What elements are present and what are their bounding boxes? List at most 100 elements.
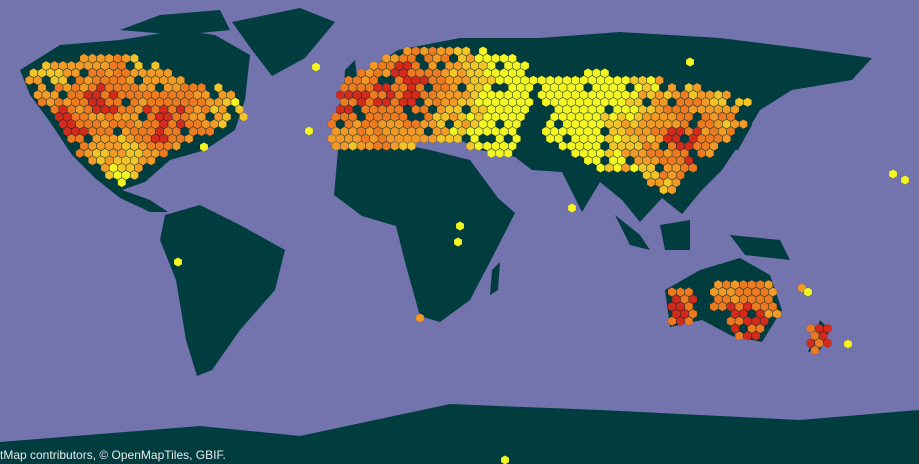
hexbin[interactable] [592,141,601,151]
hexbin[interactable] [697,89,706,100]
hexbin[interactable] [503,104,513,115]
hexbin[interactable] [634,82,643,93]
hexbin[interactable] [130,97,139,108]
hexbin[interactable] [104,141,114,151]
hexbin[interactable] [692,126,702,137]
hexbin[interactable] [356,97,366,108]
hexbin[interactable] [768,301,778,312]
hexbin[interactable] [121,68,131,78]
hexbin[interactable] [814,338,824,349]
hexbin[interactable] [176,133,185,144]
hexbin[interactable] [180,82,190,93]
hexbin[interactable] [54,97,64,108]
hexbin[interactable] [646,89,656,100]
hexbin[interactable] [709,287,719,297]
hexbin[interactable] [646,75,656,86]
hexbin[interactable] [407,53,416,64]
hexbin[interactable] [613,148,622,159]
hexbin[interactable] [684,316,694,327]
hexbin[interactable] [621,148,631,159]
hexbin[interactable] [571,133,580,144]
hexbin[interactable] [365,68,374,78]
hexbin[interactable] [352,119,362,130]
hexbin[interactable] [197,126,206,137]
hexbin[interactable] [424,97,433,108]
hexbin[interactable] [676,111,685,122]
hexbin[interactable] [617,155,626,166]
hexbin[interactable] [104,53,114,64]
hexbin[interactable] [193,104,202,115]
hexbin[interactable] [394,133,404,144]
hexbin[interactable] [478,75,488,86]
hexbin[interactable] [726,287,736,297]
hexbin[interactable] [71,97,80,108]
hexbin[interactable] [646,148,656,159]
hexbin[interactable] [638,148,647,159]
hexbin[interactable] [239,111,248,122]
hexbin[interactable] [487,119,496,130]
hexbin[interactable] [482,82,492,93]
hexbin[interactable] [499,111,509,122]
hexbin[interactable] [419,119,429,130]
hexbin[interactable] [676,287,685,297]
hexbin[interactable] [377,60,387,71]
hexbin[interactable] [176,89,185,100]
hexbin[interactable] [900,175,910,185]
hexbin[interactable] [663,148,673,159]
hexbin[interactable] [676,126,685,137]
hexbin[interactable] [743,97,752,108]
hexbin[interactable] [113,53,122,64]
hexbin[interactable] [411,104,421,115]
hexbin[interactable] [520,75,530,86]
hexbin[interactable] [482,97,492,108]
hexbin[interactable] [172,82,181,93]
hexbin[interactable] [155,68,164,78]
hexbin[interactable] [764,294,773,305]
hexbin[interactable] [142,148,152,159]
hexbin[interactable] [629,162,639,173]
hexbin[interactable] [146,141,156,151]
hexbin[interactable] [638,89,647,100]
hexbin[interactable] [88,53,97,64]
hexbin[interactable] [629,75,639,86]
hexbin[interactable] [424,111,433,122]
hexbin[interactable] [382,126,391,137]
hexbin[interactable] [398,141,408,151]
hexbin[interactable] [823,323,832,334]
hexbin[interactable] [583,111,593,122]
hexbin[interactable] [461,46,471,57]
hexbin[interactable] [109,133,118,144]
hexbin[interactable] [419,46,429,57]
hexbin[interactable] [62,111,72,122]
hexbin[interactable] [453,60,463,71]
hexbin[interactable] [659,126,668,137]
hexbin[interactable] [575,126,584,137]
hexbin[interactable] [575,97,584,108]
hexbin[interactable] [701,111,710,122]
hexbin[interactable] [83,75,93,86]
hexbin[interactable] [134,119,143,130]
hexbin[interactable] [592,111,601,122]
hexbin[interactable] [613,162,622,173]
hexbin[interactable] [117,133,127,144]
hexbin[interactable] [491,141,500,151]
hexbin[interactable] [466,82,475,93]
hexbin[interactable] [146,82,156,93]
hexbin[interactable] [803,287,813,297]
hexbin[interactable] [348,97,358,108]
hexbin[interactable] [226,89,236,100]
hexbin[interactable] [390,53,400,64]
hexbin[interactable] [470,89,479,100]
hexbin[interactable] [75,60,85,71]
hexbin[interactable] [407,141,416,151]
hexbin[interactable] [697,119,706,130]
hexbin[interactable] [554,133,563,144]
hexbin[interactable] [104,68,114,78]
hexbin[interactable] [466,111,475,122]
hexbin[interactable] [604,75,614,86]
hexbin[interactable] [214,82,223,93]
hexbin[interactable] [621,89,631,100]
hexbin[interactable] [54,82,64,93]
hexbin[interactable] [638,133,647,144]
hexbin[interactable] [650,141,660,151]
